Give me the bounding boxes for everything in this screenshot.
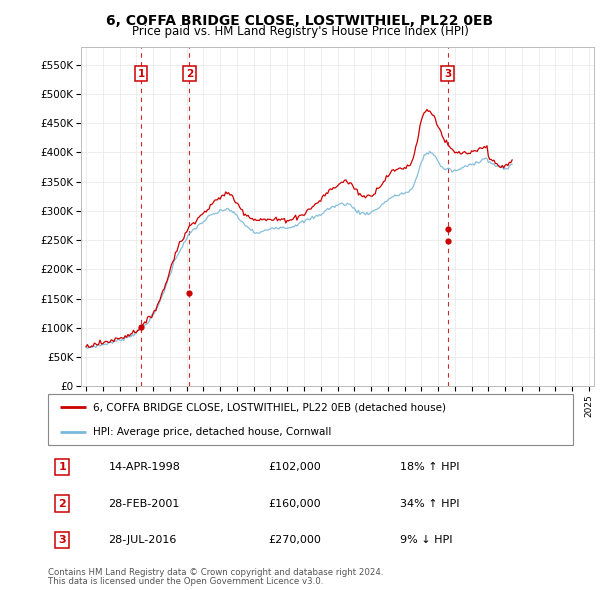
Text: 9% ↓ HPI: 9% ↓ HPI <box>400 535 452 545</box>
Text: 3: 3 <box>444 68 451 78</box>
Text: 1: 1 <box>58 462 66 472</box>
Text: 28-FEB-2001: 28-FEB-2001 <box>109 499 180 509</box>
FancyBboxPatch shape <box>48 394 573 445</box>
Text: 1: 1 <box>137 68 145 78</box>
Text: £160,000: £160,000 <box>269 499 321 509</box>
Text: Contains HM Land Registry data © Crown copyright and database right 2024.: Contains HM Land Registry data © Crown c… <box>48 568 383 576</box>
Text: £270,000: £270,000 <box>269 535 322 545</box>
Text: 2: 2 <box>185 68 193 78</box>
Text: 14-APR-1998: 14-APR-1998 <box>109 462 180 472</box>
Text: 6, COFFA BRIDGE CLOSE, LOSTWITHIEL, PL22 0EB: 6, COFFA BRIDGE CLOSE, LOSTWITHIEL, PL22… <box>106 14 494 28</box>
Text: 3: 3 <box>58 535 66 545</box>
Text: 2: 2 <box>58 499 66 509</box>
Text: 28-JUL-2016: 28-JUL-2016 <box>109 535 177 545</box>
Text: HPI: Average price, detached house, Cornwall: HPI: Average price, detached house, Corn… <box>92 427 331 437</box>
Text: 18% ↑ HPI: 18% ↑ HPI <box>400 462 459 472</box>
Text: 34% ↑ HPI: 34% ↑ HPI <box>400 499 459 509</box>
Text: 6, COFFA BRIDGE CLOSE, LOSTWITHIEL, PL22 0EB (detached house): 6, COFFA BRIDGE CLOSE, LOSTWITHIEL, PL22… <box>92 402 446 412</box>
Text: £102,000: £102,000 <box>269 462 321 472</box>
Text: This data is licensed under the Open Government Licence v3.0.: This data is licensed under the Open Gov… <box>48 577 323 586</box>
Text: Price paid vs. HM Land Registry's House Price Index (HPI): Price paid vs. HM Land Registry's House … <box>131 25 469 38</box>
